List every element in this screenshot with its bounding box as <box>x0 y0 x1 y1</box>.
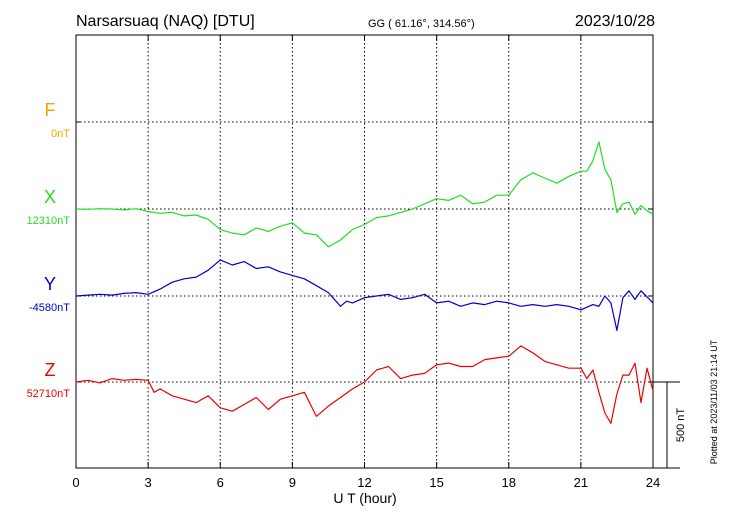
series-line-y <box>75 259 654 331</box>
geographic-coordinates: GG ( 61.16°, 314.56°) <box>368 18 475 30</box>
x-tick-label: 6 <box>217 475 224 490</box>
x-axis-tick-labels: 0 3 6 9 12 15 18 21 24 <box>72 475 660 490</box>
x-tick-label: 15 <box>429 475 443 490</box>
series-baseline-f: 0nT <box>51 128 70 140</box>
series-name-z: Z <box>45 360 56 380</box>
plotted-timestamp: Plotted at 2023/11/03 21:14 UT <box>709 339 719 464</box>
series-baseline-z: 52710nT <box>27 388 71 400</box>
x-tick-label: 3 <box>145 475 152 490</box>
x-tick-label: 21 <box>574 475 588 490</box>
series-name-y: Y <box>44 274 56 294</box>
scale-bar: 500 nT <box>653 381 687 469</box>
x-tick-label: 9 <box>289 475 296 490</box>
series-name-f: F <box>45 100 56 120</box>
series-line-x <box>75 141 654 248</box>
series-line-z <box>75 345 654 424</box>
series-lines <box>75 141 654 424</box>
series-name-x: X <box>44 187 56 207</box>
date-label: 2023/10/28 <box>575 13 655 30</box>
scale-bar-label: 500 nT <box>675 408 687 443</box>
series-baseline-x: 12310nT <box>27 215 71 227</box>
x-tick-label: 12 <box>357 475 371 490</box>
x-tick-label: 18 <box>502 475 516 490</box>
x-axis-label: U T (hour) <box>333 490 396 506</box>
series-labels: F 0nT X 12310nT Y -4580nT Z 52710nT <box>27 100 71 400</box>
x-axis-ticks <box>75 35 654 468</box>
x-tick-label: 24 <box>646 475 660 490</box>
station-title: Narsarsuaq (NAQ) [DTU] <box>76 13 255 30</box>
series-baseline-y: -4580nT <box>29 302 70 314</box>
x-tick-label: 0 <box>72 475 79 490</box>
